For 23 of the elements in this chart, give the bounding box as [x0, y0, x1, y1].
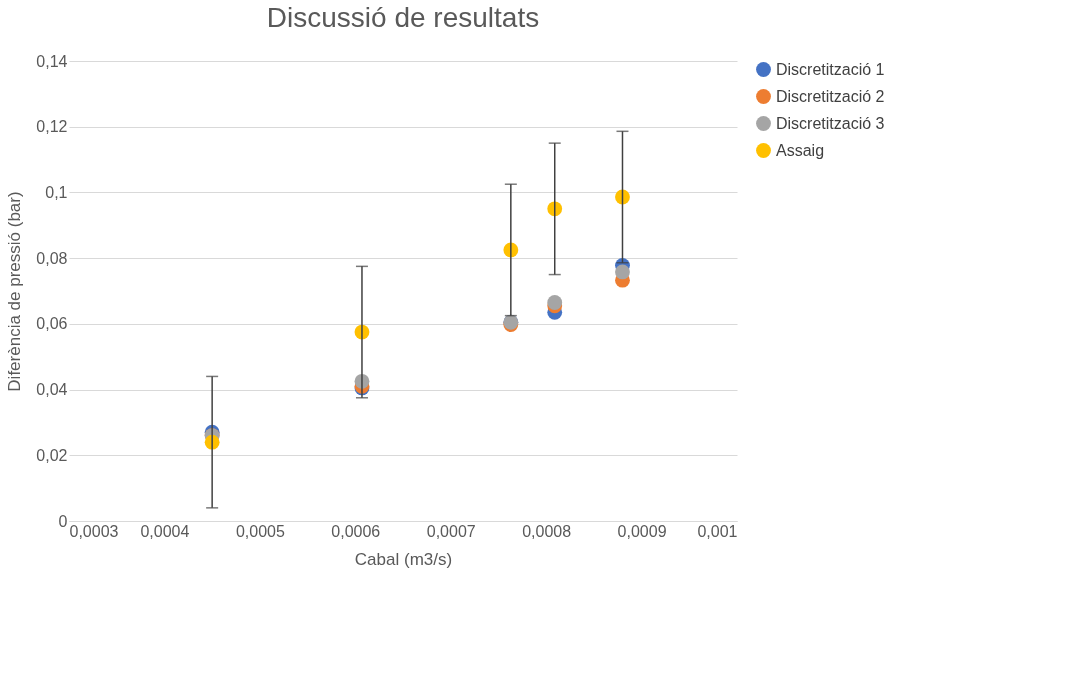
y-axis-title: Diferència de pressió (bar) [5, 191, 25, 392]
legend-label: Discretització 1 [776, 60, 885, 78]
x-axis-title: Cabal (m3/s) [354, 549, 453, 569]
x-tick-label: 0,0009 [617, 522, 667, 540]
y-tick-label: 0,08 [36, 249, 68, 267]
x-tick-label: 0,0004 [140, 522, 190, 540]
legend-label: Discretització 2 [776, 87, 885, 105]
y-tick-label: 0 [58, 512, 68, 530]
x-tick-label: 0,0008 [522, 522, 572, 540]
x-tick-label: 0,0005 [235, 522, 285, 540]
legend-label: Assaig [776, 141, 825, 159]
y-tick-label: 0,02 [36, 446, 68, 464]
y-tick-label: 0,12 [36, 118, 68, 136]
chart-title: Discussió de resultats [266, 2, 540, 33]
x-tick-label: 0,0007 [426, 522, 476, 540]
y-tick-label: 0,04 [36, 381, 68, 399]
x-tick-label: 0,0003 [69, 522, 119, 540]
y-tick-label: 0,1 [45, 183, 68, 201]
y-tick-label: 0,14 [36, 52, 68, 70]
legend-label: Discretització 3 [776, 114, 885, 132]
x-tick-label: 0,001 [697, 522, 738, 540]
y-tick-label: 0,06 [36, 315, 68, 333]
x-tick-label: 0,0006 [331, 522, 381, 540]
